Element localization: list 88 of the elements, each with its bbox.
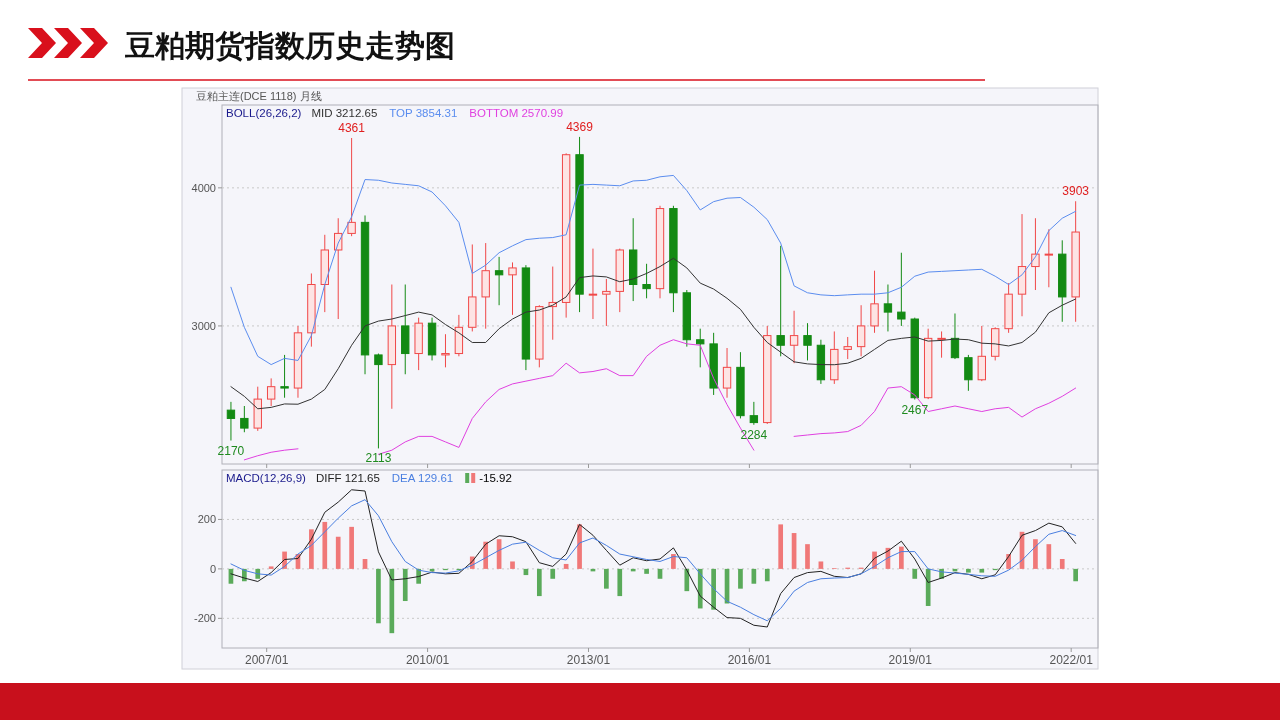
annotation: 2284 [740,427,768,442]
candlestick [602,278,611,327]
x-tick-label: 2016/01 [727,653,772,667]
bar [671,554,676,569]
bar [510,561,515,569]
bar [778,524,784,569]
chart-subtitle: 豆粕主连(DCE 1118) 月线 [196,90,322,102]
x-tick-label: 2019/01 [888,653,933,667]
bar [335,536,341,569]
text: BOTTOM 2570.99 [469,107,564,119]
candlestick [642,263,651,299]
candlestick [696,328,705,368]
y-tick-label: 3000 [191,319,216,332]
bar [1073,568,1078,582]
candlestick [588,248,598,320]
text: DEA 129.61 [391,472,454,484]
legend-title: BOLL(26,26,2) [226,107,302,119]
bar [711,568,716,610]
bar [349,526,354,569]
candlestick [226,401,236,442]
candlestick [937,330,946,359]
candlestick [897,252,906,327]
candlestick [441,333,450,368]
bar [550,568,556,579]
candlestick [803,322,812,361]
annotation: 2170 [217,443,245,458]
candlestick [843,336,852,360]
candlestick [266,377,276,407]
candlestick [964,354,973,392]
candlestick [347,137,356,237]
x-tick-label: 2013/01 [566,653,611,667]
bar [376,568,381,624]
bar [604,568,609,589]
y-tick-label: 4000 [191,181,216,194]
bar [617,568,623,597]
x-tick-label: 2007/01 [245,653,289,667]
series-label: DIFF 121.65 [315,472,380,484]
bar [644,568,649,574]
candlestick [280,354,289,399]
candlestick [334,217,343,320]
text: MID 3212.65 [311,107,378,119]
legend-label: -15.92 [479,472,512,484]
candlestick [870,270,879,334]
candlestick [856,304,866,357]
candlestick [494,256,504,306]
y-tick-label: 0 [209,562,216,575]
candlestick [722,347,732,399]
y-tick-label: -200 [193,612,216,625]
candlestick [977,325,986,382]
bar [389,568,395,634]
bar [1046,544,1052,569]
candlestick [374,353,383,449]
bar [805,544,810,569]
candlestick [1031,217,1040,291]
bar [268,566,274,569]
bar [684,568,690,592]
candlestick [789,310,799,364]
candlestick [508,261,517,316]
bar [1033,539,1038,569]
candlestick [1044,228,1054,288]
annotation: 4369 [566,119,594,134]
y-tick-label: 200 [197,513,216,526]
bar [322,521,328,569]
text: TOP 3854.31 [389,107,458,119]
x-tick-label: 2010/01 [405,653,450,667]
annotation: 4361 [338,121,366,135]
bar [577,524,582,569]
bar [925,568,931,606]
candlestick [776,245,785,357]
bar [818,561,824,569]
candlestick [883,284,893,332]
x-tick-label: 2022/01 [1049,653,1094,667]
legend-title: MACD(12,26,9) [226,472,307,484]
candlestick [240,405,249,433]
bar [738,568,743,589]
bar [966,568,971,573]
annotation: 2467 [901,402,929,417]
bar [402,568,408,602]
bar [1059,559,1065,569]
bar [979,568,985,573]
bar [899,546,904,569]
bar [764,568,770,582]
bar [912,568,918,579]
annotation: 3903 [1062,184,1090,199]
annotation: 2113 [365,451,392,466]
chart-title: 豆粕期货指数历史走势图 [124,29,455,62]
bar [536,568,542,597]
candlestick [749,401,759,426]
